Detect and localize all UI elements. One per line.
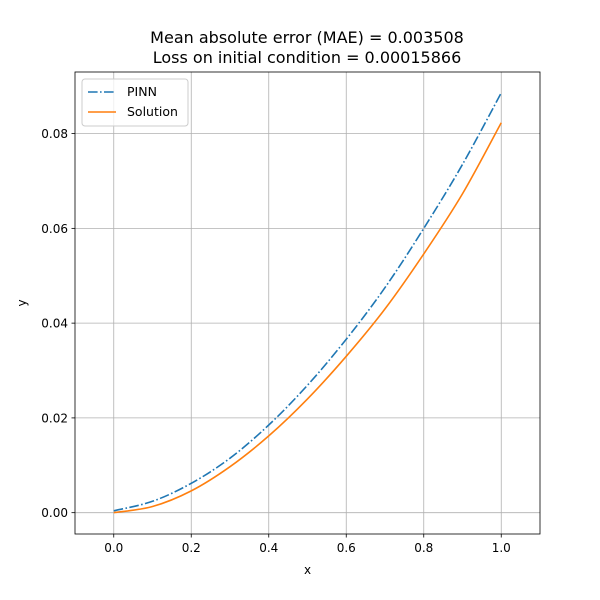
- x-axis-label: x: [304, 563, 311, 577]
- chart-title-line-1: Mean absolute error (MAE) = 0.003508: [150, 28, 464, 47]
- plot-frame: [74, 71, 541, 535]
- y-tick-label: 0.00: [41, 506, 68, 520]
- y-tick-label: 0.02: [41, 411, 68, 425]
- series-lines: [113, 92, 502, 514]
- legend-label-solution: Solution: [127, 104, 178, 119]
- series-line-solution: [113, 122, 502, 514]
- chart-title-line-2: Loss on initial condition = 0.00015866: [153, 48, 462, 67]
- x-tick-label: 0.6: [337, 541, 356, 555]
- y-axis-label: y: [15, 299, 29, 306]
- legend-label-pinn: PINN: [127, 84, 157, 99]
- x-tick-label: 0.0: [104, 541, 123, 555]
- x-tick-label: 0.8: [414, 541, 433, 555]
- x-tick-label: 0.2: [182, 541, 201, 555]
- y-tick-label: 0.08: [41, 127, 68, 141]
- grid-lines: [75, 72, 540, 534]
- y-tick-label: 0.04: [41, 317, 68, 331]
- y-tick-label: 0.06: [41, 222, 68, 236]
- axis-ticks: 0.0 0.2 0.4 0.6 0.8 1.0 0.00 0.02 0.04 0.06 0.08: [41, 127, 511, 555]
- legend: PINN Solution: [81, 78, 189, 127]
- x-tick-label: 0.4: [259, 541, 278, 555]
- x-tick-label: 1.0: [492, 541, 511, 555]
- legend-box: [81, 78, 189, 127]
- series-line-pinn: [113, 92, 502, 512]
